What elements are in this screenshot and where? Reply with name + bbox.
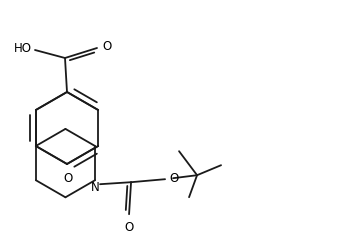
Text: N: N [91, 181, 99, 194]
Text: HO: HO [14, 43, 32, 55]
Text: O: O [102, 40, 111, 54]
Text: O: O [125, 221, 134, 234]
Text: O: O [63, 172, 73, 185]
Text: O: O [169, 172, 178, 185]
